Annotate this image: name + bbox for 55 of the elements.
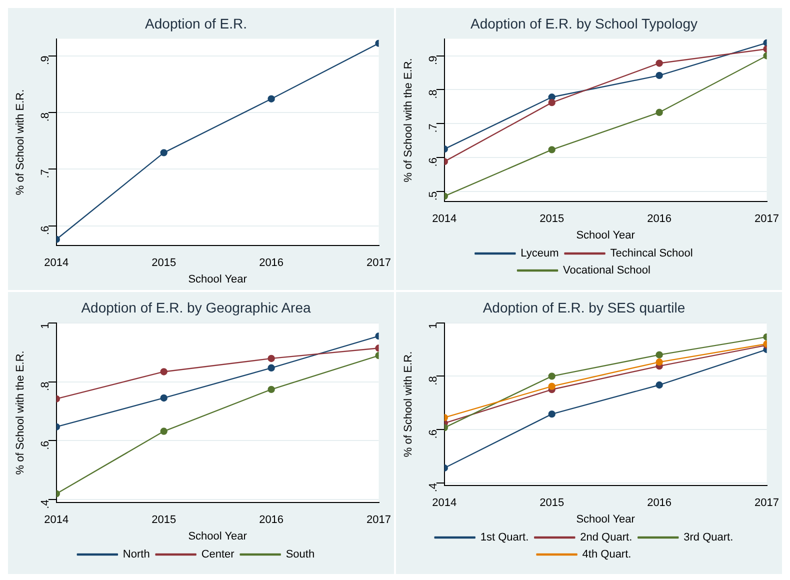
legend-label: South bbox=[286, 548, 315, 561]
y-tick-label: .9 bbox=[427, 56, 440, 65]
x-tick-label: 2014 bbox=[44, 514, 69, 526]
y-tick-label: .9 bbox=[39, 56, 52, 65]
x-axis-title: School Year bbox=[576, 513, 636, 526]
y-tick-label: .4 bbox=[427, 482, 440, 492]
x-axis-title: School Year bbox=[576, 229, 636, 242]
y-tick-label: .8 bbox=[427, 376, 440, 386]
y-tick-label: .8 bbox=[39, 382, 52, 391]
y-tick-label: .5 bbox=[427, 191, 440, 201]
x-axis-title: School Year bbox=[188, 273, 248, 286]
y-tick-label: 1 bbox=[39, 322, 52, 329]
y-tick-label: .8 bbox=[427, 90, 440, 99]
x-tick-label: 2016 bbox=[647, 213, 672, 226]
y-tick-label: 1 bbox=[427, 322, 440, 329]
legend-label: Vocational School bbox=[563, 264, 650, 277]
x-tick-label: 2017 bbox=[754, 213, 780, 226]
chart-title: Adoption of E.R. by Geographic Area bbox=[81, 299, 311, 316]
x-tick-label: 2015 bbox=[152, 257, 176, 270]
legend-label: North bbox=[122, 548, 150, 561]
x-tick-label: 2017 bbox=[366, 257, 392, 270]
x-tick-label: 2015 bbox=[540, 497, 564, 510]
x-tick-label: 2015 bbox=[152, 514, 176, 526]
y-axis-title: % of School with E.R. bbox=[402, 351, 415, 458]
x-axis-title: School Year bbox=[188, 530, 248, 542]
legend-label: 2nd Quart. bbox=[580, 532, 632, 544]
legend-label: 1st Quart. bbox=[480, 532, 529, 544]
chart-title: Adoption of E.R. by SES quartile bbox=[482, 299, 686, 316]
chart-title: Adoption of E.R. bbox=[145, 15, 247, 32]
y-axis-title: % of School with the E.R. bbox=[402, 58, 415, 182]
x-tick-label: 2017 bbox=[366, 514, 392, 526]
x-tick-label: 2014 bbox=[432, 497, 457, 510]
x-tick-label: 2016 bbox=[259, 514, 284, 526]
legend-label: 3rd Quart. bbox=[684, 532, 734, 544]
x-tick-label: 2015 bbox=[540, 213, 564, 226]
chart-title: Adoption of E.R. by School Typology bbox=[470, 15, 698, 32]
legend-label: 4th Quart. bbox=[582, 548, 632, 561]
x-tick-label: 2014 bbox=[44, 257, 69, 270]
legend-label: Center bbox=[201, 548, 235, 561]
y-axis-title: % of School with E.R. bbox=[14, 89, 27, 196]
x-tick-label: 2016 bbox=[259, 257, 284, 270]
y-tick-label: .6 bbox=[39, 226, 52, 235]
y-axis-title: % of School with the E.R. bbox=[14, 350, 27, 475]
legend-label: Lyceum bbox=[520, 248, 559, 260]
y-tick-label: .6 bbox=[427, 430, 440, 439]
legend-label: Techincal School bbox=[610, 248, 693, 260]
y-tick-label: .8 bbox=[39, 112, 52, 122]
y-tick-label: .6 bbox=[427, 158, 440, 167]
y-tick-label: .6 bbox=[39, 440, 52, 450]
y-tick-label: .4 bbox=[39, 500, 52, 509]
y-tick-label: .7 bbox=[427, 124, 440, 133]
y-tick-label: .7 bbox=[39, 169, 52, 178]
x-tick-label: 2017 bbox=[754, 497, 780, 510]
x-tick-label: 2014 bbox=[432, 213, 457, 226]
x-tick-label: 2016 bbox=[647, 497, 672, 510]
